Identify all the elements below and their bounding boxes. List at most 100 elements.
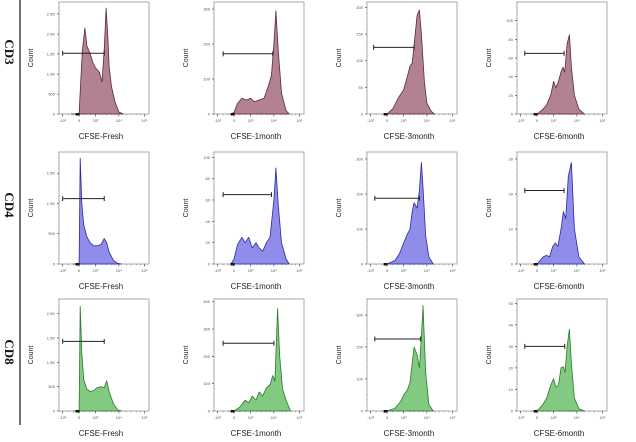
y-tick-label: 20 xyxy=(509,365,514,370)
y-tick-label: 80 xyxy=(509,37,514,42)
y-tick-label: 200 xyxy=(356,345,363,350)
y-axis-label: Count xyxy=(28,199,35,218)
y-axis-label: Count xyxy=(336,49,343,68)
x-tick-label: 10⁵ xyxy=(599,268,605,273)
x-tick-label: 10⁴ xyxy=(574,268,580,273)
y-axis-label: Count xyxy=(183,346,190,365)
histogram-area xyxy=(386,305,434,412)
y-tick-label: 0 xyxy=(208,112,211,117)
x-tick-label: 10⁴ xyxy=(424,118,430,123)
y-tick-label: 50 xyxy=(509,301,514,306)
y-tick-label: 1.5K xyxy=(47,335,56,340)
y-tick-label: 0 xyxy=(208,409,211,414)
origin-marker xyxy=(533,410,538,413)
y-tick-label: 0 xyxy=(511,409,514,414)
origin-marker xyxy=(75,113,80,116)
y-tick-label: 100 xyxy=(203,155,210,160)
x-tick-label: -10³ xyxy=(59,415,67,420)
x-tick-label: -10³ xyxy=(59,118,67,123)
y-tick-label: 300 xyxy=(203,327,210,332)
origin-marker xyxy=(383,410,388,413)
y-tick-label: 40 xyxy=(206,219,211,224)
x-tick-label: 10⁴ xyxy=(271,118,277,123)
x-tick-label: 10⁵ xyxy=(599,415,605,420)
x-tick-label: 10⁵ xyxy=(141,415,147,420)
histogram-area xyxy=(536,34,585,115)
histogram-area xyxy=(230,167,290,265)
x-tick-label: 10⁵ xyxy=(449,118,455,123)
row-label-cd8: CD8 xyxy=(2,339,17,365)
y-tick-label: 100 xyxy=(356,58,363,63)
y-tick-label: 100 xyxy=(356,377,363,382)
y-tick-label: 20 xyxy=(509,192,514,197)
y-tick-label: 80 xyxy=(206,176,211,181)
y-tick-label: 50 xyxy=(359,85,364,90)
x-tick-label: -10³ xyxy=(367,118,375,123)
y-tick-label: 30 xyxy=(509,157,514,162)
x-tick-label: 10⁵ xyxy=(449,415,455,420)
y-tick-label: 40 xyxy=(509,322,514,327)
y-tick-label: 0 xyxy=(361,409,364,414)
y-tick-label: 150 xyxy=(356,32,363,37)
origin-marker xyxy=(383,113,388,116)
x-axis-label: CFSE-1month xyxy=(231,282,282,291)
x-tick-label: 10³ xyxy=(401,118,407,123)
x-axis-label: CFSE-1month xyxy=(231,132,282,141)
x-axis-label: CFSE-6month xyxy=(534,429,585,438)
y-tick-label: 2.5K xyxy=(47,12,56,17)
x-tick-label: 10⁴ xyxy=(271,415,277,420)
x-tick-label: 10³ xyxy=(401,415,407,420)
x-tick-label: 0 xyxy=(386,268,389,273)
y-axis-label: Count xyxy=(28,346,35,365)
y-tick-label: 200 xyxy=(356,192,363,197)
x-tick-label: 10³ xyxy=(551,415,557,420)
x-tick-label: -10³ xyxy=(517,268,525,273)
y-tick-label: 100 xyxy=(203,381,210,386)
x-tick-label: -10³ xyxy=(367,415,375,420)
x-tick-label: -10³ xyxy=(214,415,222,420)
plot-frame xyxy=(213,1,305,115)
y-tick-label: 0 xyxy=(511,262,514,267)
y-axis-label: Count xyxy=(486,49,493,68)
y-tick-label: 0 xyxy=(511,112,514,117)
origin-marker xyxy=(383,263,388,266)
x-tick-label: 0 xyxy=(233,415,236,420)
x-tick-label: 10³ xyxy=(551,268,557,273)
y-tick-label: 0 xyxy=(361,112,364,117)
origin-marker xyxy=(75,410,80,413)
x-tick-label: 10⁴ xyxy=(116,415,122,420)
x-axis-label: CFSE-Fresh xyxy=(79,429,123,438)
x-axis-label: CFSE-Fresh xyxy=(79,282,123,291)
y-tick-label: 500 xyxy=(48,384,55,389)
y-tick-label: 100 xyxy=(506,18,513,23)
y-tick-label: 10 xyxy=(509,387,514,392)
y-tick-label: 200 xyxy=(203,354,210,359)
y-axis-label: Count xyxy=(336,346,343,365)
y-tick-label: 2.0K xyxy=(47,311,56,316)
x-tick-label: 10⁵ xyxy=(296,415,302,420)
x-tick-label: 10³ xyxy=(93,268,99,273)
x-tick-label: 10⁵ xyxy=(141,118,147,123)
histogram-area xyxy=(70,7,124,115)
y-tick-label: 10 xyxy=(509,227,514,232)
x-tick-label: -10³ xyxy=(517,118,525,123)
x-tick-label: 0 xyxy=(536,415,539,420)
x-tick-label: 10³ xyxy=(248,118,254,123)
histogram-area xyxy=(386,162,434,265)
x-tick-label: -10³ xyxy=(214,118,222,123)
x-tick-label: -10³ xyxy=(517,415,525,420)
x-tick-label: 10³ xyxy=(248,268,254,273)
x-tick-label: 10⁴ xyxy=(116,118,122,123)
y-tick-label: 300 xyxy=(356,157,363,162)
y-tick-label: 100 xyxy=(203,77,210,82)
x-axis-label: CFSE-1month xyxy=(231,429,282,438)
x-tick-label: 10⁵ xyxy=(599,118,605,123)
y-tick-label: 300 xyxy=(203,7,210,12)
histogram-area xyxy=(536,162,585,265)
y-tick-label: 100 xyxy=(356,227,363,232)
